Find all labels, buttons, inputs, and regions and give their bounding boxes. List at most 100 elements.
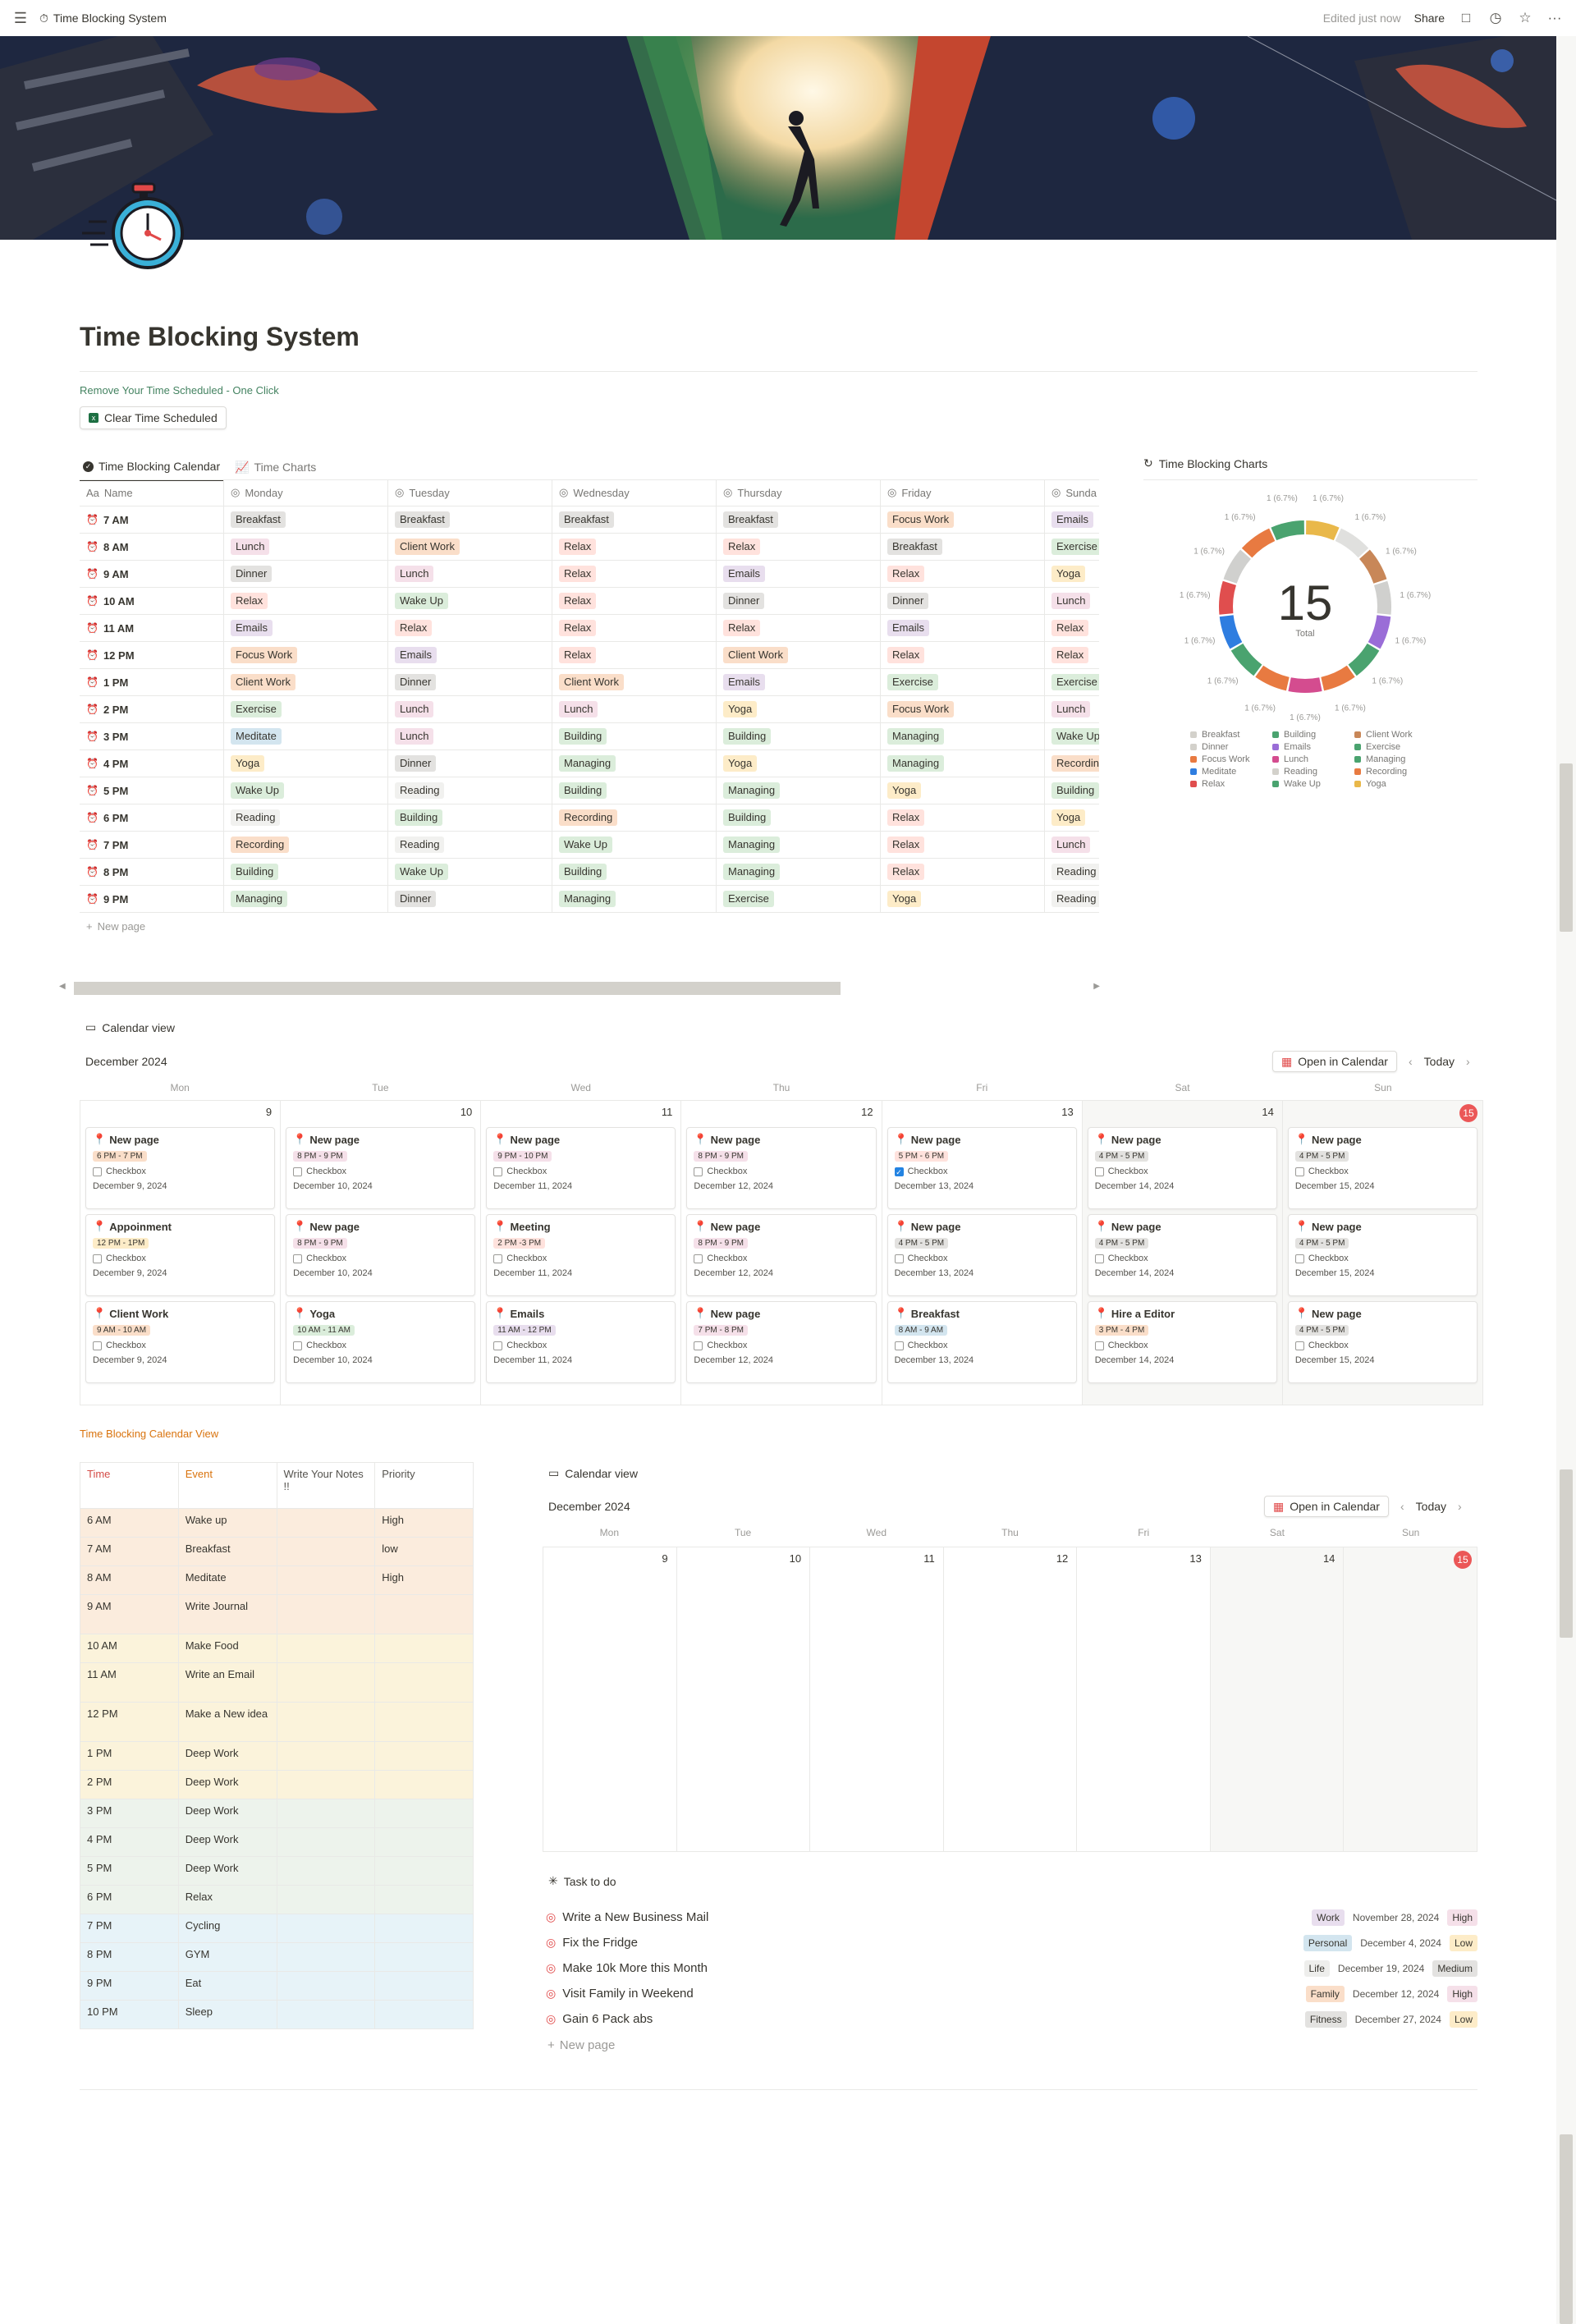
event-card[interactable]: 📍 New page 4 PM - 5 PM Checkbox December 15,… xyxy=(1287,1301,1478,1383)
event-checkbox[interactable]: Checkbox xyxy=(93,1167,268,1176)
table-row[interactable]: ⏰ 6 PM Reading Building Recording Building Rel… xyxy=(80,804,1099,832)
checkbox-icon[interactable] xyxy=(493,1341,503,1350)
schedule-event-cell[interactable]: Write Journal xyxy=(177,1594,277,1634)
select-cell[interactable]: Managing xyxy=(552,885,717,913)
schedule-time-cell[interactable]: 4 PM xyxy=(80,1827,179,1857)
schedule-notes-cell[interactable] xyxy=(276,1565,376,1595)
schedule-row[interactable]: 4 PM Deep Work xyxy=(80,1827,474,1857)
select-cell[interactable]: Building xyxy=(717,722,881,750)
schedule-notes-cell[interactable] xyxy=(276,1634,376,1663)
new-page-button[interactable]: + New page xyxy=(80,913,1099,940)
row-name-cell[interactable]: ⏰ 2 PM xyxy=(80,695,224,723)
scroll-right-icon[interactable]: ▶ xyxy=(1093,982,1100,991)
schedule-priority-cell[interactable] xyxy=(374,1594,474,1634)
schedule-priority-cell[interactable] xyxy=(374,1702,474,1742)
task-name-cell[interactable]: ◎ Write a New Business Mail xyxy=(546,1910,1312,1924)
legend-item[interactable]: Yoga xyxy=(1354,779,1436,789)
task-name-cell[interactable]: ◎ Make 10k More this Month xyxy=(546,1961,1304,1975)
event-checkbox[interactable]: Checkbox xyxy=(93,1341,268,1350)
schedule-event-cell[interactable]: Make a New idea xyxy=(177,1702,277,1742)
vertical-scrollbar[interactable] xyxy=(1556,36,1576,2324)
legend-item[interactable]: Emails xyxy=(1272,742,1354,752)
calendar-day[interactable]: 12 xyxy=(943,1547,1078,1852)
table-row[interactable]: ⏰ 9 AM Dinner Lunch Relax Emails Relax Yoga xyxy=(80,560,1099,588)
donut-slice[interactable] xyxy=(1321,665,1355,691)
select-cell[interactable]: Dinner xyxy=(388,749,552,777)
donut-slice[interactable] xyxy=(1271,520,1304,541)
event-card[interactable]: 📍 New page 8 PM - 9 PM Checkbox December 10,… xyxy=(286,1214,476,1296)
schedule-row[interactable]: 3 PM Deep Work xyxy=(80,1799,474,1828)
schedule-priority-cell[interactable] xyxy=(374,1741,474,1771)
schedule-time-cell[interactable]: 5 PM xyxy=(80,1856,179,1886)
select-cell[interactable]: Breakfast xyxy=(717,506,881,534)
select-cell[interactable]: Recordin xyxy=(1045,750,1099,777)
select-cell[interactable]: Managing xyxy=(881,749,1045,777)
task-row[interactable]: ◎ Fix the Fridge Personal December 4, 2024 L… xyxy=(546,1930,1478,1955)
schedule-notes-cell[interactable] xyxy=(276,1662,376,1703)
legend-item[interactable]: Dinner xyxy=(1190,742,1272,752)
schedule-row[interactable]: 10 PM Sleep xyxy=(80,2000,474,2029)
schedule-notes-cell[interactable] xyxy=(276,1856,376,1886)
checkbox-icon[interactable] xyxy=(93,1167,102,1176)
event-checkbox[interactable]: Checkbox xyxy=(1294,1341,1470,1350)
schedule-priority-cell[interactable] xyxy=(374,1914,474,1943)
schedule-event-cell[interactable]: GYM xyxy=(177,1942,277,1972)
prev-icon[interactable]: ‹ xyxy=(1408,1055,1413,1068)
table-row[interactable]: ⏰ 11 AM Emails Relax Relax Relax Emails Relax xyxy=(80,614,1099,642)
select-cell[interactable]: Wake Up xyxy=(552,831,717,859)
select-cell[interactable]: Focus Work xyxy=(881,506,1045,534)
select-cell[interactable]: Relax xyxy=(388,614,552,642)
select-cell[interactable]: Building xyxy=(1045,777,1099,804)
table-row[interactable]: ⏰ 5 PM Wake Up Reading Building Managing Yoga B… xyxy=(80,777,1099,804)
select-cell[interactable]: Emails xyxy=(717,668,881,696)
select-cell[interactable]: Lunch xyxy=(1045,832,1099,859)
select-cell[interactable]: Wake Up xyxy=(1045,723,1099,750)
select-cell[interactable]: Yoga xyxy=(224,749,388,777)
schedule-notes-cell[interactable] xyxy=(276,1942,376,1972)
event-checkbox[interactable]: Checkbox xyxy=(93,1254,268,1263)
schedule-priority-cell[interactable] xyxy=(374,1770,474,1799)
column-header[interactable]: ◎ Wednesday xyxy=(552,479,717,507)
event-card[interactable]: 📍 Emails 11 AM - 12 PM Checkbox December 11,… xyxy=(486,1301,676,1383)
select-cell[interactable]: Managing xyxy=(717,777,881,804)
schedule-notes-cell[interactable] xyxy=(276,1594,376,1634)
schedule-time-cell[interactable]: 1 PM xyxy=(80,1741,179,1771)
table-row[interactable]: ⏰ 8 AM Lunch Client Work Relax Relax Breakfast… xyxy=(80,533,1099,561)
event-card[interactable]: 📍 Appoinment 12 PM - 1PM Checkbox December 9… xyxy=(85,1214,276,1296)
select-cell[interactable]: Yoga xyxy=(1045,561,1099,588)
row-name-cell[interactable]: ⏰ 7 PM xyxy=(80,831,224,859)
schedule-notes-cell[interactable] xyxy=(276,1914,376,1943)
checkbox-icon[interactable] xyxy=(1294,1167,1304,1176)
select-cell[interactable]: Relax xyxy=(881,804,1045,832)
schedule-priority-cell[interactable] xyxy=(374,2000,474,2029)
calendar-day[interactable]: 12 📍 New page 8 PM - 9 PM Checkbox December 1… xyxy=(681,1101,882,1405)
select-cell[interactable]: Breakfast xyxy=(388,506,552,534)
scroll-thumb[interactable] xyxy=(74,982,841,995)
legend-item[interactable]: Relax xyxy=(1190,779,1272,789)
schedule-time-cell[interactable]: 3 PM xyxy=(80,1799,179,1828)
select-cell[interactable]: Relax xyxy=(1045,615,1099,642)
table-row[interactable]: ⏰ 9 PM Managing Dinner Managing Exercise Yoga R… xyxy=(80,885,1099,913)
select-cell[interactable]: Managing xyxy=(717,858,881,886)
column-header[interactable]: ◎ Monday xyxy=(224,479,388,507)
checkbox-icon[interactable] xyxy=(293,1167,303,1176)
schedule-notes-cell[interactable] xyxy=(276,2000,376,2029)
event-card[interactable]: 📍 Meeting 2 PM -3 PM Checkbox December 11, 2… xyxy=(486,1214,676,1296)
checkbox-icon[interactable]: ✓ xyxy=(894,1167,904,1176)
event-card[interactable]: 📍 New page 4 PM - 5 PM Checkbox December 15,… xyxy=(1287,1214,1478,1296)
donut-slice[interactable] xyxy=(1230,643,1262,676)
column-header[interactable]: ◎ Sunda xyxy=(1045,479,1099,507)
select-cell[interactable]: Wake Up xyxy=(224,777,388,804)
table-row[interactable]: ⏰ 7 PM Recording Reading Wake Up Managing Rela… xyxy=(80,831,1099,859)
select-cell[interactable]: Recording xyxy=(224,831,388,859)
row-name-cell[interactable]: ⏰ 6 PM xyxy=(80,804,224,832)
table-row[interactable]: ⏰ 10 AM Relax Wake Up Relax Dinner Dinner Lunch xyxy=(80,587,1099,615)
select-cell[interactable]: Managing xyxy=(881,722,1045,750)
clear-time-button[interactable]: x Clear Time Scheduled xyxy=(80,406,227,429)
task-row[interactable]: ◎ Gain 6 Pack abs Fitness December 27, 2024… xyxy=(546,2006,1478,2032)
select-cell[interactable]: Relax xyxy=(552,560,717,588)
schedule-column-header[interactable]: Event xyxy=(177,1462,277,1509)
legend-item[interactable]: Managing xyxy=(1354,754,1436,764)
select-cell[interactable]: Meditate xyxy=(224,722,388,750)
event-card[interactable]: 📍 Hire a Editor 3 PM - 4 PM Checkbox Decembe… xyxy=(1087,1301,1277,1383)
